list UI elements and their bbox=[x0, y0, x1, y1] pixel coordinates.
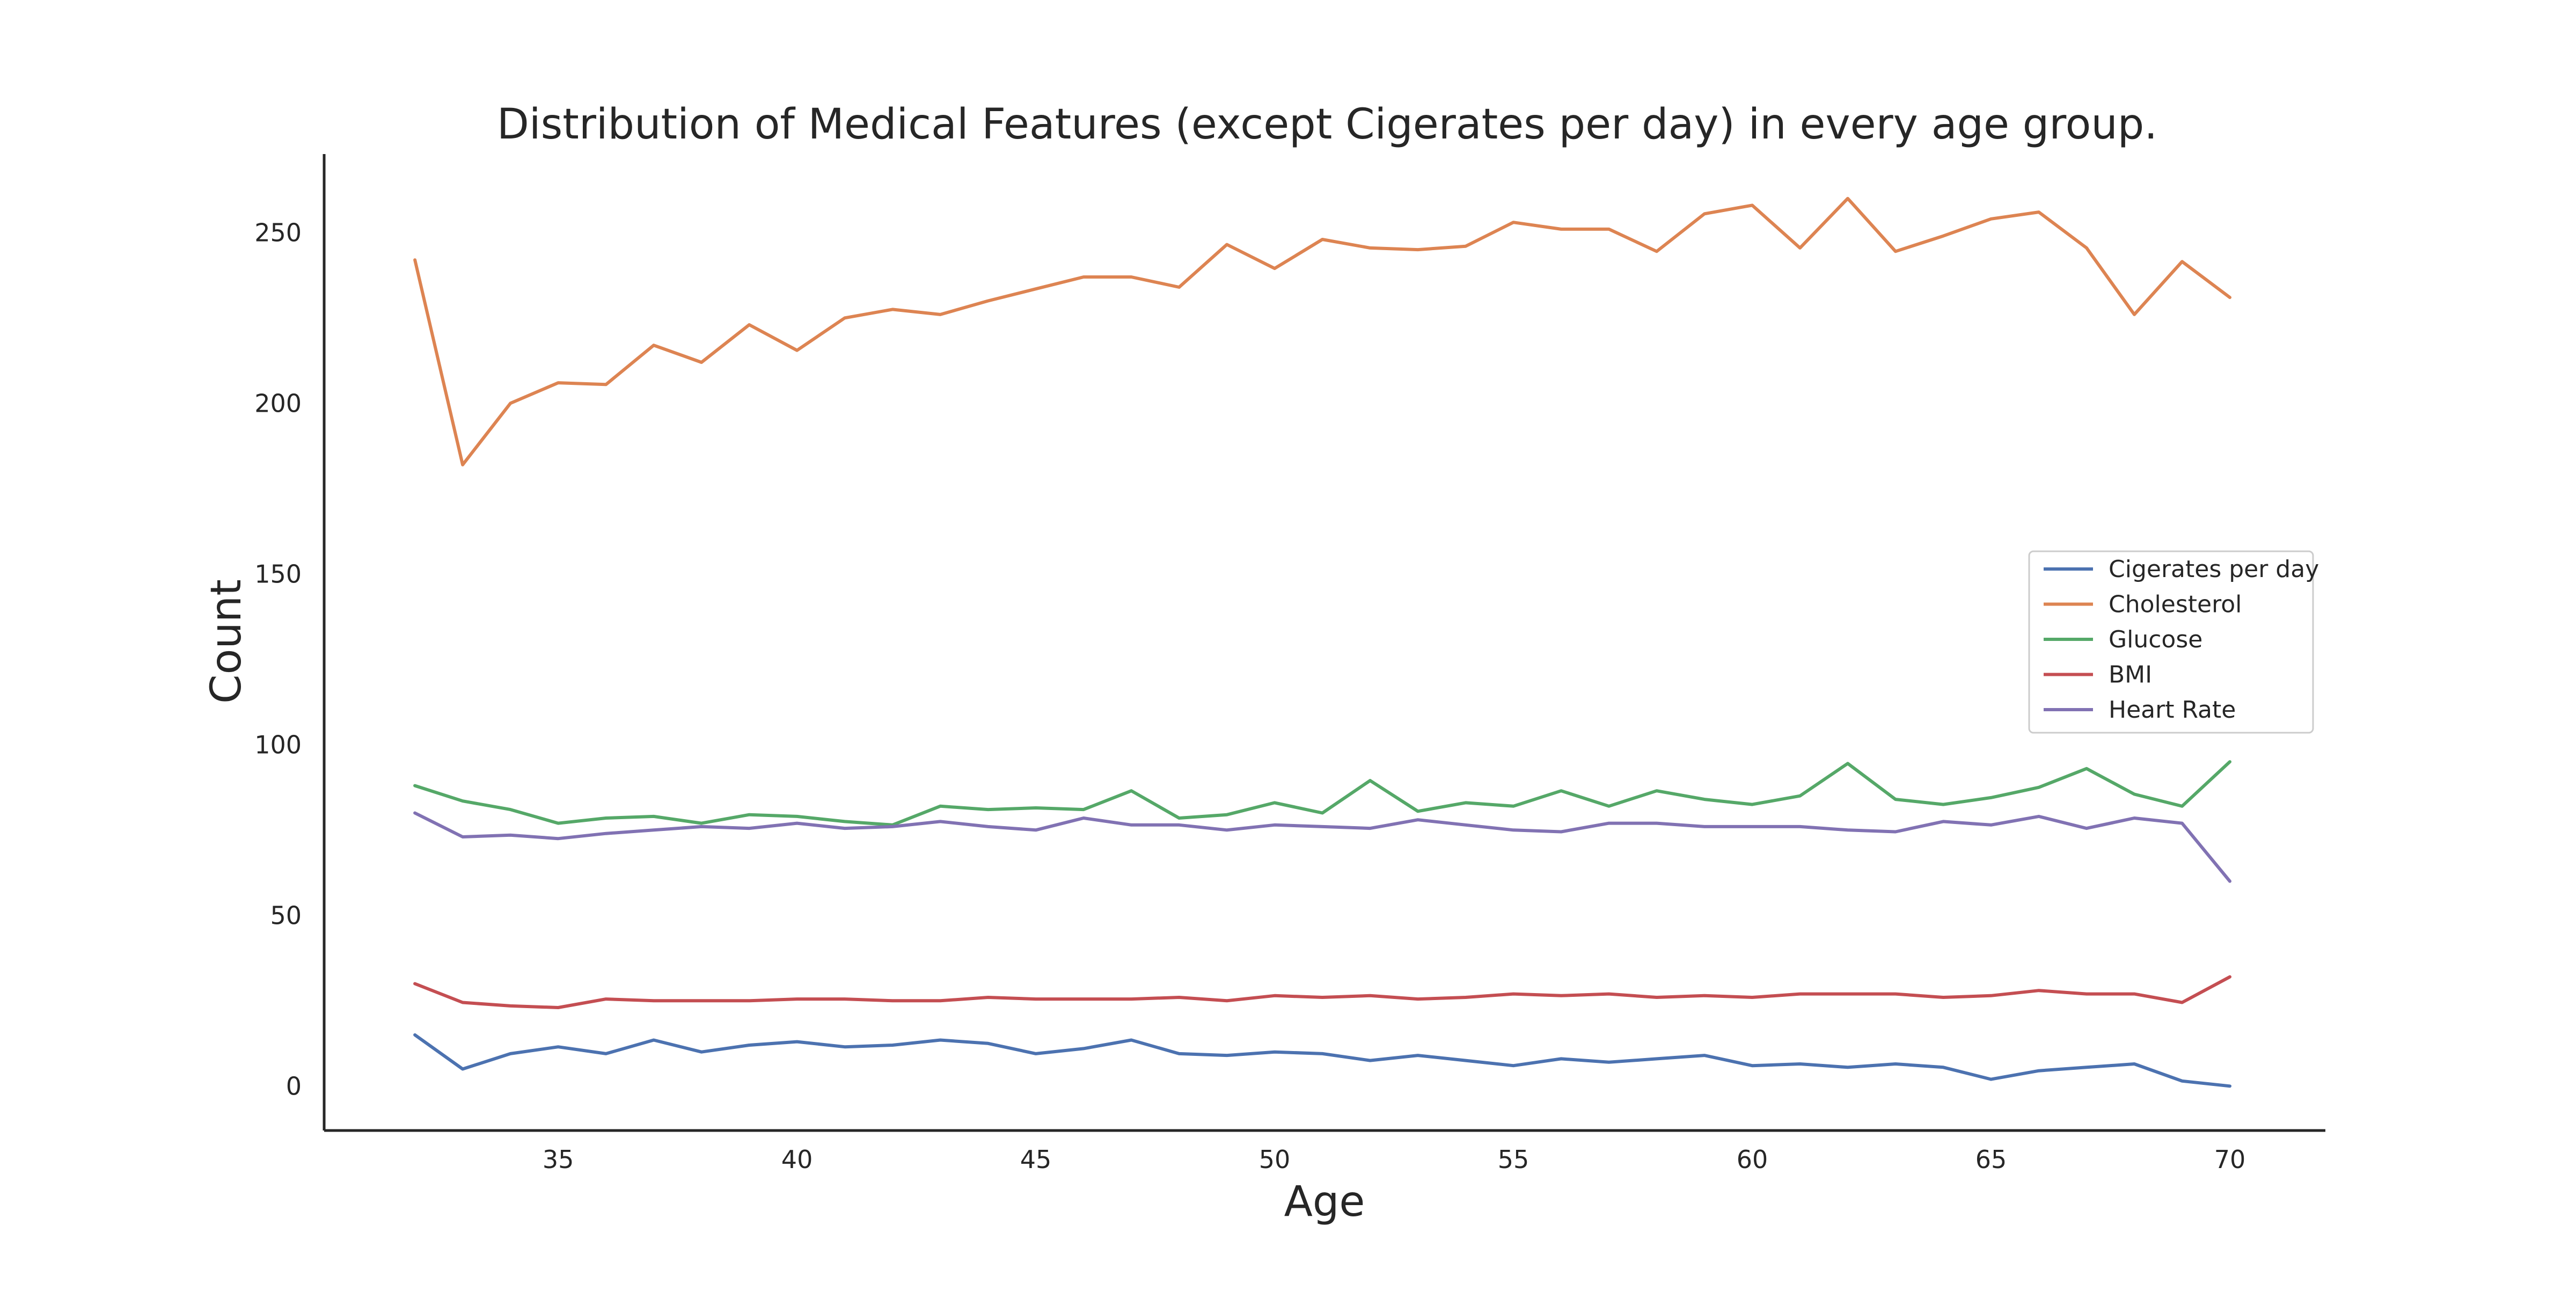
x-tick-label: 65 bbox=[1975, 1145, 2007, 1174]
x-tick-label: 55 bbox=[1498, 1145, 1529, 1174]
x-tick-label: 60 bbox=[1737, 1145, 1768, 1174]
y-tick-label: 50 bbox=[270, 901, 302, 930]
legend-label-glucose: Glucose bbox=[2109, 626, 2202, 653]
series-line-bmi bbox=[413, 975, 2231, 1009]
x-tick-label: 70 bbox=[2214, 1145, 2246, 1174]
y-tick-label: 100 bbox=[254, 730, 302, 759]
x-tick-label: 35 bbox=[543, 1145, 574, 1174]
legend-label-cholesterol: Cholesterol bbox=[2109, 591, 2242, 618]
legend-frame bbox=[2028, 550, 2314, 734]
y-axis-title: Count bbox=[202, 579, 251, 704]
series-line-cholesterol bbox=[413, 196, 2231, 466]
x-tick-label: 40 bbox=[781, 1145, 813, 1174]
series-lines bbox=[413, 196, 2231, 1088]
y-tick-label: 0 bbox=[286, 1071, 302, 1100]
series-line-glucose bbox=[413, 760, 2231, 827]
y-tick-label: 200 bbox=[254, 389, 302, 418]
legend-label-bmi: BMI bbox=[2109, 661, 2152, 689]
x-tick-label: 50 bbox=[1259, 1145, 1291, 1174]
x-tick-label: 45 bbox=[1020, 1145, 1052, 1174]
x-tick-labels: 35 40 45 50 55 60 65 70 bbox=[543, 1145, 2245, 1174]
y-tick-labels: 0 50 100 150 200 250 bbox=[254, 218, 302, 1100]
y-tick-label: 250 bbox=[254, 218, 302, 247]
legend-label-heart-rate: Heart Rate bbox=[2109, 696, 2236, 724]
series-line-cigerates-per-day bbox=[413, 1033, 2231, 1088]
y-tick-label: 150 bbox=[254, 559, 302, 588]
chart-title: Distribution of Medical Features (except… bbox=[497, 100, 2157, 149]
x-axis-title: Age bbox=[1284, 1178, 1365, 1226]
legend: Cigerates per day Cholesterol Glucose BMI He… bbox=[2028, 550, 2319, 734]
series-line-heart-rate bbox=[413, 811, 2231, 883]
legend-label-cigerates-per-day: Cigerates per day bbox=[2109, 556, 2319, 583]
